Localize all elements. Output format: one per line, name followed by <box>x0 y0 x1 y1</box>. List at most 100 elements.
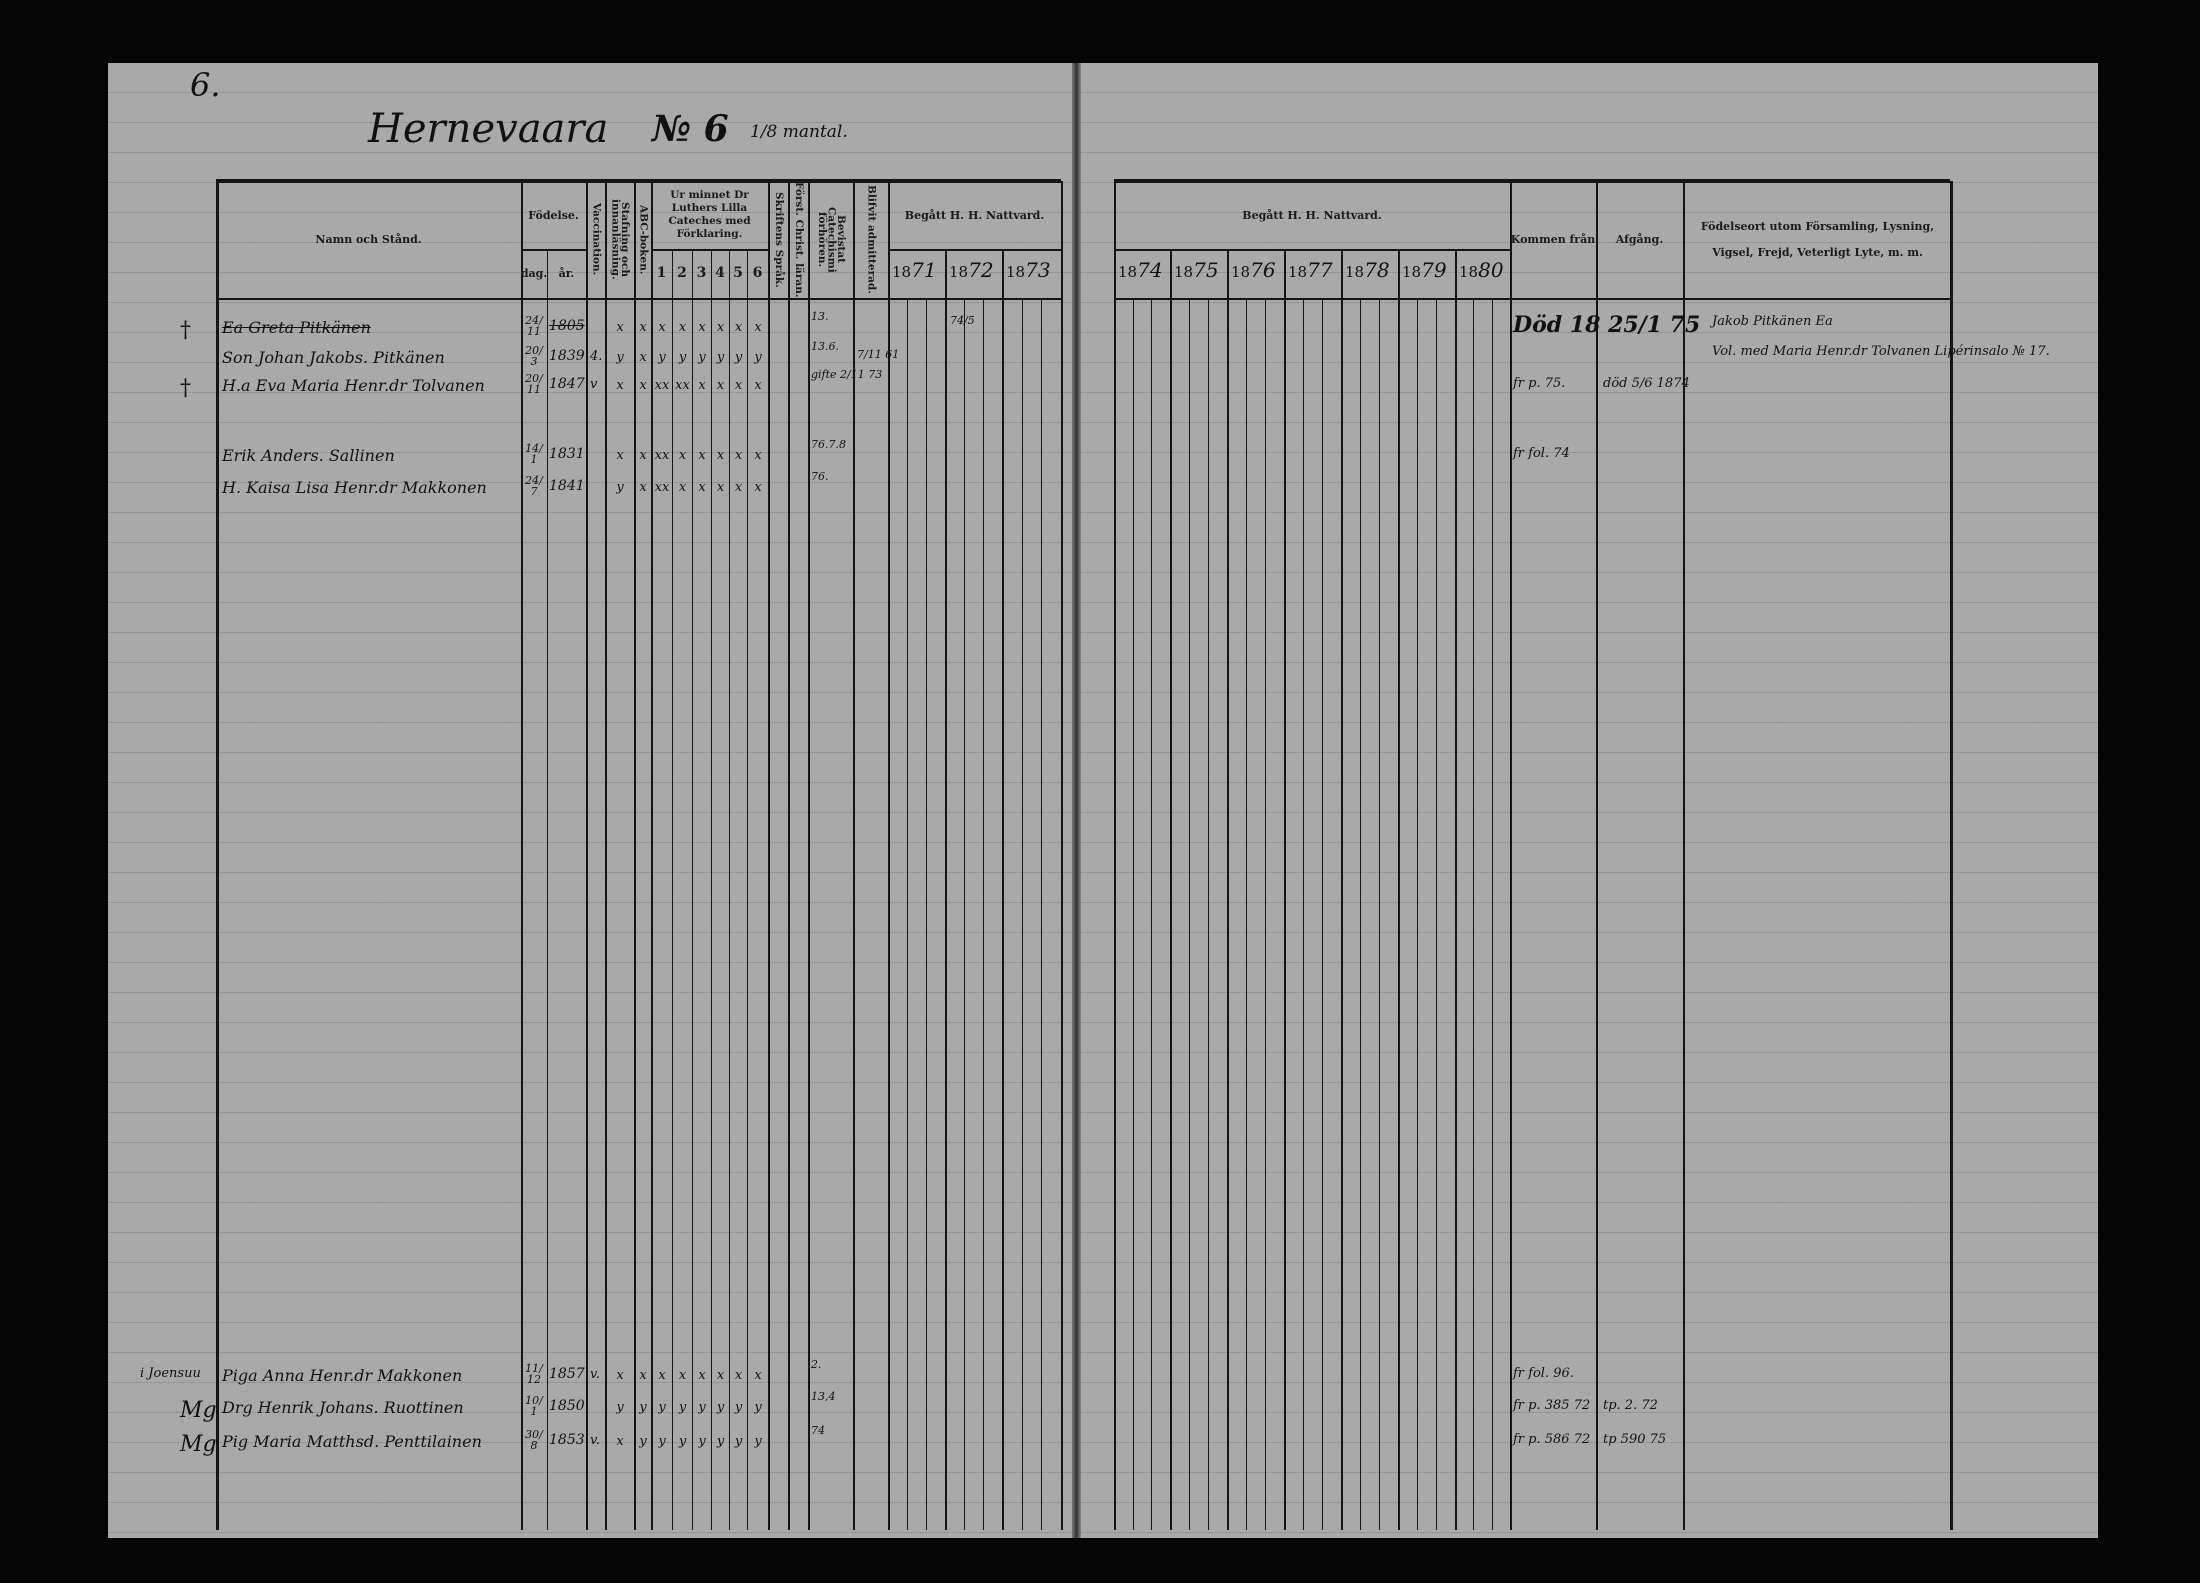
header-birth-year: år. <box>558 267 575 280</box>
knowledge-mark: y <box>716 350 725 365</box>
knowledge-mark: x <box>639 350 647 365</box>
year-handwritten: 74 <box>1137 258 1163 282</box>
left-page <box>108 63 1076 1538</box>
year-column-rule <box>1227 249 1229 1530</box>
knowledge-mark: x <box>716 1368 725 1383</box>
birth-day: 30/8 <box>525 1428 543 1452</box>
column-rule <box>1061 181 1063 1530</box>
knowledge-mark: xx <box>675 378 690 393</box>
knowledge-mark: y <box>616 1400 624 1415</box>
subheader-rule <box>1114 249 1510 251</box>
birth-year: 1857 <box>549 1366 585 1382</box>
header-remarks: Födelseort utom Församling, Lysning, Vig… <box>1700 219 1935 259</box>
birth-day: 24/11 <box>525 314 543 338</box>
knowledge-mark: x <box>698 320 706 335</box>
quarter-rule <box>1303 298 1304 1530</box>
birth-day: 10/1 <box>525 1394 543 1418</box>
knowledge-mark: y <box>616 350 624 365</box>
knowledge-mark: x <box>658 320 666 335</box>
quarter-rule <box>907 298 908 1530</box>
catechism-part-number: 3 <box>696 265 707 281</box>
quarter-rule <box>1246 298 1247 1530</box>
birth-year: 1841 <box>549 478 585 494</box>
knowledge-mark: y <box>698 350 706 365</box>
departure-note: tp. 2. 72 <box>1603 1398 1658 1413</box>
column-rule <box>1114 181 1116 1530</box>
column-rule <box>888 181 890 1530</box>
column-rule <box>853 181 855 1530</box>
year-header: 1874 <box>1118 258 1163 282</box>
knowledge-mark: x <box>639 378 647 393</box>
column-rule <box>788 181 790 1530</box>
birth-day: 24/7 <box>525 474 543 498</box>
column-rule <box>729 249 730 1530</box>
quarter-rule <box>1491 298 1493 1530</box>
header-examinations: Bevistat Catechismi förhören. <box>815 206 847 273</box>
year-century: 18 <box>1174 263 1194 281</box>
examination-note: 76.7.8 <box>811 438 846 451</box>
knowledge-mark: y <box>734 1434 743 1449</box>
came-from-note: Död 18 25/1 75 <box>1513 312 1701 338</box>
year-header: 1878 <box>1345 258 1390 282</box>
birth-year: 1839 <box>549 348 585 364</box>
quarter-rule <box>1021 298 1023 1530</box>
mantal: 1/8 mantal. <box>750 122 848 142</box>
column-rule <box>711 249 712 1530</box>
year-header: 1876 <box>1231 258 1276 282</box>
year-century: 18 <box>892 263 912 281</box>
quarter-rule <box>1473 298 1475 1530</box>
header-admitted: Blifvit admitterad. <box>865 185 878 294</box>
year-column-rule <box>1398 249 1400 1530</box>
column-rule <box>586 181 588 1530</box>
vaccination-mark: v. <box>590 1433 600 1448</box>
year-handwritten: 77 <box>1307 258 1333 282</box>
came-from-note: fr p. 75. <box>1513 376 1566 391</box>
column-rule <box>634 181 636 1530</box>
header-departure: Afgång. <box>1615 233 1664 246</box>
communion-note: 74/5 <box>950 314 975 327</box>
year-column-rule <box>1002 249 1004 1530</box>
knowledge-mark: x <box>734 320 743 335</box>
column-rule <box>1510 181 1512 1530</box>
year-column-rule <box>1341 249 1343 1530</box>
vaccination-mark: v. <box>590 1367 600 1382</box>
year-century: 18 <box>1288 263 1308 281</box>
person-name: Pig Maria Matthsd. Penttilainen <box>222 1432 482 1451</box>
knowledge-mark: x <box>616 1434 624 1449</box>
quarter-rule <box>1189 298 1190 1530</box>
margin-note: Mg <box>180 1432 217 1457</box>
year-header: 1879 <box>1402 258 1447 282</box>
knowledge-mark: x <box>616 1368 624 1383</box>
came-from-note: fr fol. 96. <box>1513 1366 1574 1381</box>
column-rule <box>808 181 810 1530</box>
knowledge-mark: y <box>658 1400 666 1415</box>
quarter-rule <box>1379 298 1380 1530</box>
knowledge-mark: y <box>716 1400 725 1415</box>
knowledge-mark: y <box>678 1434 687 1449</box>
quarter-rule <box>1208 298 1209 1530</box>
catechism-part-number: 2 <box>677 265 687 281</box>
subheader-rule <box>888 249 1061 251</box>
came-from-note: fr p. 385 72 <box>1513 1398 1591 1413</box>
margin-note: Mg <box>180 1398 217 1423</box>
header-vaccination: Vaccination. <box>590 203 603 276</box>
departure-note: tp 590 75 <box>1603 1432 1667 1447</box>
birth-year: 1853 <box>549 1432 585 1448</box>
knowledge-mark: x <box>716 378 725 393</box>
column-rule <box>768 181 770 1530</box>
person-name: H. Kaisa Lisa Henr.dr Makkonen <box>222 478 487 497</box>
column-rule <box>521 181 523 1530</box>
remark-note: Jakob Pitkänen Ea <box>1712 314 1833 329</box>
column-rule <box>1683 181 1685 1530</box>
person-name: Erik Anders. Sallinen <box>222 446 395 465</box>
knowledge-mark: x <box>698 1368 706 1383</box>
knowledge-mark: x <box>698 378 706 393</box>
column-rule <box>605 181 607 1530</box>
header-communion-left: Begått H. H. Nattvard. <box>904 208 1045 222</box>
knowledge-mark: x <box>754 320 762 335</box>
header-bottom-rule <box>1114 298 1950 300</box>
catechism-part-number: 5 <box>733 265 743 281</box>
vaccination-mark: 4. <box>590 349 603 364</box>
column-rule <box>216 181 219 1530</box>
column-rule <box>672 249 673 1530</box>
